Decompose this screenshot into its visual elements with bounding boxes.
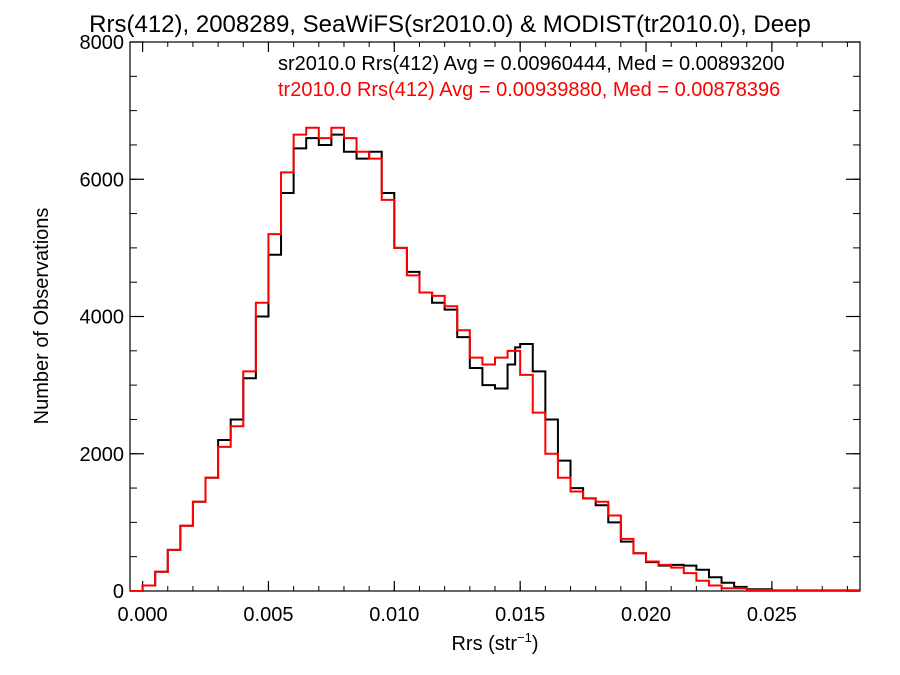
x-tick-label: 0.005 xyxy=(243,604,293,626)
x-tick-label: 0.000 xyxy=(118,604,168,626)
y-axis-title: Number of Observations xyxy=(31,208,53,425)
y-tick-label: 8000 xyxy=(80,32,125,54)
x-tick-label: 0.010 xyxy=(369,604,419,626)
x-axis-ticks: 0.000 0.005 0.010 0.015 0.020 0.025 xyxy=(118,42,848,626)
series-layer xyxy=(130,126,860,591)
y-tick-label: 4000 xyxy=(80,307,125,329)
legend-entry-1: sr2010.0 Rrs(412) Avg = 0.00960444, Med … xyxy=(278,53,785,75)
chart-title: Rrs(412), 2008289, SeaWiFS(sr2010.0) & M… xyxy=(89,11,811,38)
x-axis-title-superscript: −1 xyxy=(517,630,532,645)
y-tick-label: 2000 xyxy=(80,444,125,466)
x-tick-label: 0.020 xyxy=(621,604,671,626)
y-tick-label: 6000 xyxy=(80,169,125,191)
series-line-2 xyxy=(130,126,860,591)
y-tick-label: 0 xyxy=(113,581,124,603)
x-tick-label: 0.015 xyxy=(495,604,545,626)
legend: sr2010.0 Rrs(412) Avg = 0.00960444, Med … xyxy=(278,53,785,101)
x-tick-label: 0.025 xyxy=(747,604,797,626)
y-axis-ticks: 0 2000 4000 6000 8000 xyxy=(80,32,860,603)
x-axis-title-close: ) xyxy=(532,633,539,655)
legend-entry-2: tr2010.0 Rrs(412) Avg = 0.00939880, Med … xyxy=(278,79,780,101)
x-axis-title-main: Rrs (str xyxy=(451,633,517,655)
x-axis-title: Rrs (str−1) xyxy=(451,630,538,655)
